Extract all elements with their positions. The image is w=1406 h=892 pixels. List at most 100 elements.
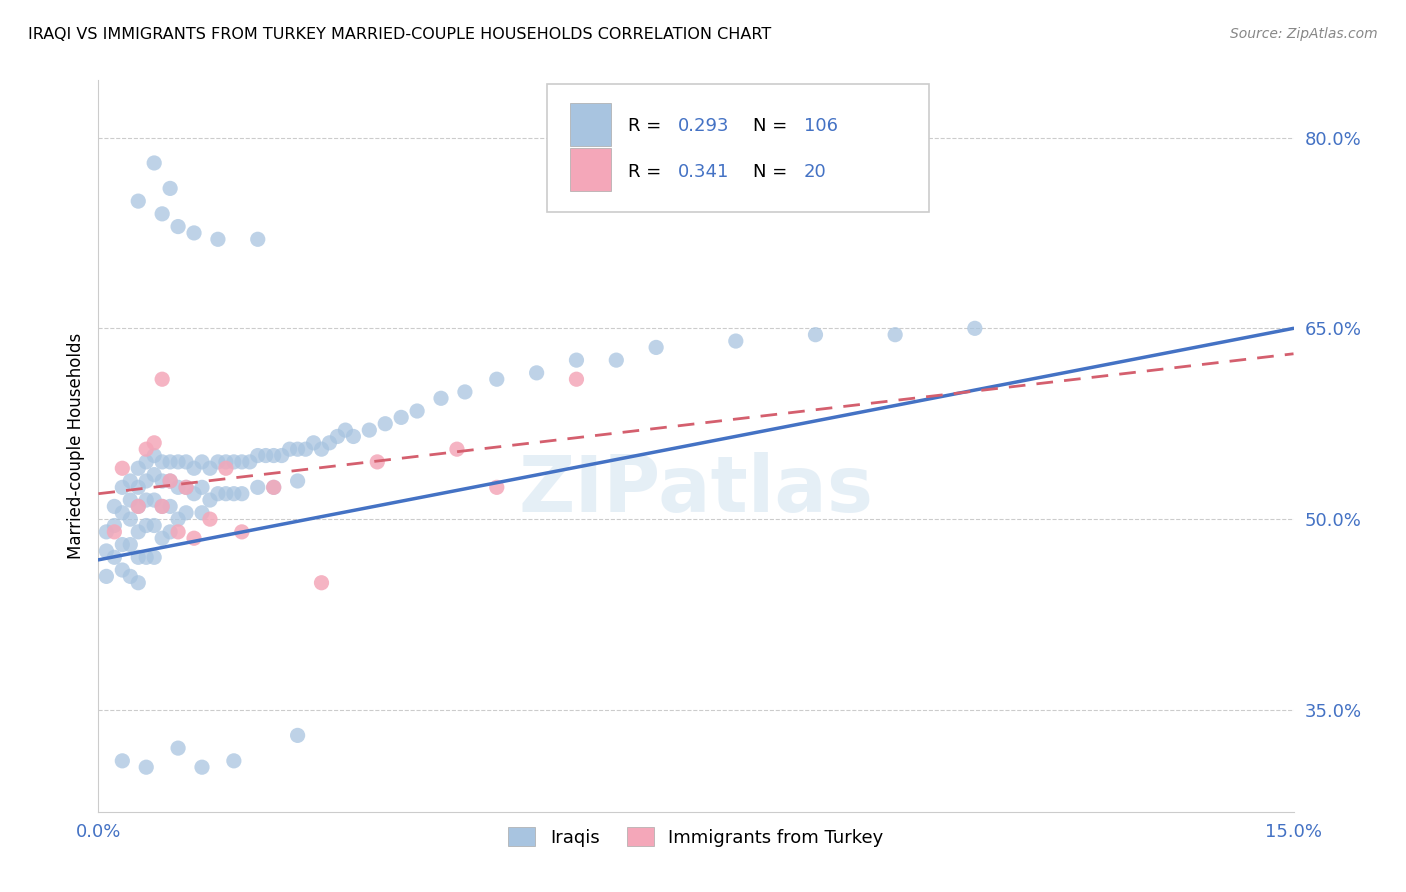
Point	[174, 480, 197, 494]
Point	[150, 372, 173, 386]
Point	[215, 455, 238, 469]
Point	[263, 480, 285, 494]
Point	[222, 455, 245, 469]
Point	[135, 518, 157, 533]
Legend: Iraqis, Immigrants from Turkey: Iraqis, Immigrants from Turkey	[501, 820, 891, 854]
Point	[159, 500, 181, 514]
Point	[565, 353, 588, 368]
Point	[222, 486, 245, 500]
Point	[120, 493, 142, 508]
Point	[207, 232, 229, 246]
Point	[191, 760, 214, 774]
Point	[302, 435, 325, 450]
Point	[287, 474, 309, 488]
Text: R =: R =	[628, 118, 666, 136]
Point	[263, 480, 285, 494]
Point	[207, 486, 229, 500]
Point	[406, 404, 429, 418]
Point	[183, 486, 205, 500]
Point	[143, 435, 166, 450]
Point	[254, 449, 277, 463]
FancyBboxPatch shape	[547, 84, 929, 212]
Point	[645, 340, 668, 354]
Point	[174, 506, 197, 520]
Point	[366, 455, 388, 469]
Point	[724, 334, 747, 348]
Point	[287, 728, 309, 742]
FancyBboxPatch shape	[571, 103, 612, 146]
Point	[239, 455, 262, 469]
Point	[215, 461, 238, 475]
Point	[150, 500, 173, 514]
Point	[963, 321, 986, 335]
Point	[191, 480, 214, 494]
Point	[167, 219, 190, 234]
Point	[159, 474, 181, 488]
Point	[222, 754, 245, 768]
Point	[120, 538, 142, 552]
Point	[167, 455, 190, 469]
Point	[135, 455, 157, 469]
Point	[127, 500, 149, 514]
Point	[143, 550, 166, 565]
Point	[143, 518, 166, 533]
Point	[111, 563, 134, 577]
Point	[111, 461, 134, 475]
Point	[174, 480, 197, 494]
Point	[143, 467, 166, 482]
Point	[135, 442, 157, 457]
Text: 0.293: 0.293	[678, 118, 730, 136]
Point	[389, 410, 412, 425]
Point	[278, 442, 301, 457]
Point	[96, 524, 118, 539]
Point	[143, 449, 166, 463]
Text: 106: 106	[804, 118, 838, 136]
Point	[446, 442, 468, 457]
Point	[884, 327, 907, 342]
Point	[485, 372, 508, 386]
Point	[231, 455, 253, 469]
Point	[294, 442, 316, 457]
Point	[207, 455, 229, 469]
Text: 20: 20	[804, 162, 827, 181]
Point	[246, 232, 269, 246]
Point	[526, 366, 548, 380]
Point	[174, 455, 197, 469]
Point	[159, 474, 181, 488]
Point	[96, 569, 118, 583]
Point	[605, 353, 627, 368]
Point	[167, 480, 190, 494]
Point	[150, 500, 173, 514]
Text: Source: ZipAtlas.com: Source: ZipAtlas.com	[1230, 27, 1378, 41]
FancyBboxPatch shape	[571, 148, 612, 192]
Text: IRAQI VS IMMIGRANTS FROM TURKEY MARRIED-COUPLE HOUSEHOLDS CORRELATION CHART: IRAQI VS IMMIGRANTS FROM TURKEY MARRIED-…	[28, 27, 772, 42]
Point	[135, 550, 157, 565]
Point	[150, 455, 173, 469]
Point	[150, 531, 173, 545]
Point	[167, 524, 190, 539]
Point	[311, 442, 333, 457]
Point	[127, 524, 149, 539]
Point	[342, 429, 364, 443]
Point	[127, 575, 149, 590]
Point	[111, 538, 134, 552]
Point	[287, 442, 309, 457]
Text: R =: R =	[628, 162, 666, 181]
Point	[183, 531, 205, 545]
Point	[127, 550, 149, 565]
Point	[231, 486, 253, 500]
Point	[198, 512, 221, 526]
Point	[167, 512, 190, 526]
Point	[103, 550, 125, 565]
Point	[120, 474, 142, 488]
Point	[111, 480, 134, 494]
Point	[159, 181, 181, 195]
Point	[143, 156, 166, 170]
Point	[120, 512, 142, 526]
Point	[159, 455, 181, 469]
Point	[198, 461, 221, 475]
Point	[103, 518, 125, 533]
Y-axis label: Married-couple Households: Married-couple Households	[66, 333, 84, 559]
Point	[135, 474, 157, 488]
Point	[263, 449, 285, 463]
